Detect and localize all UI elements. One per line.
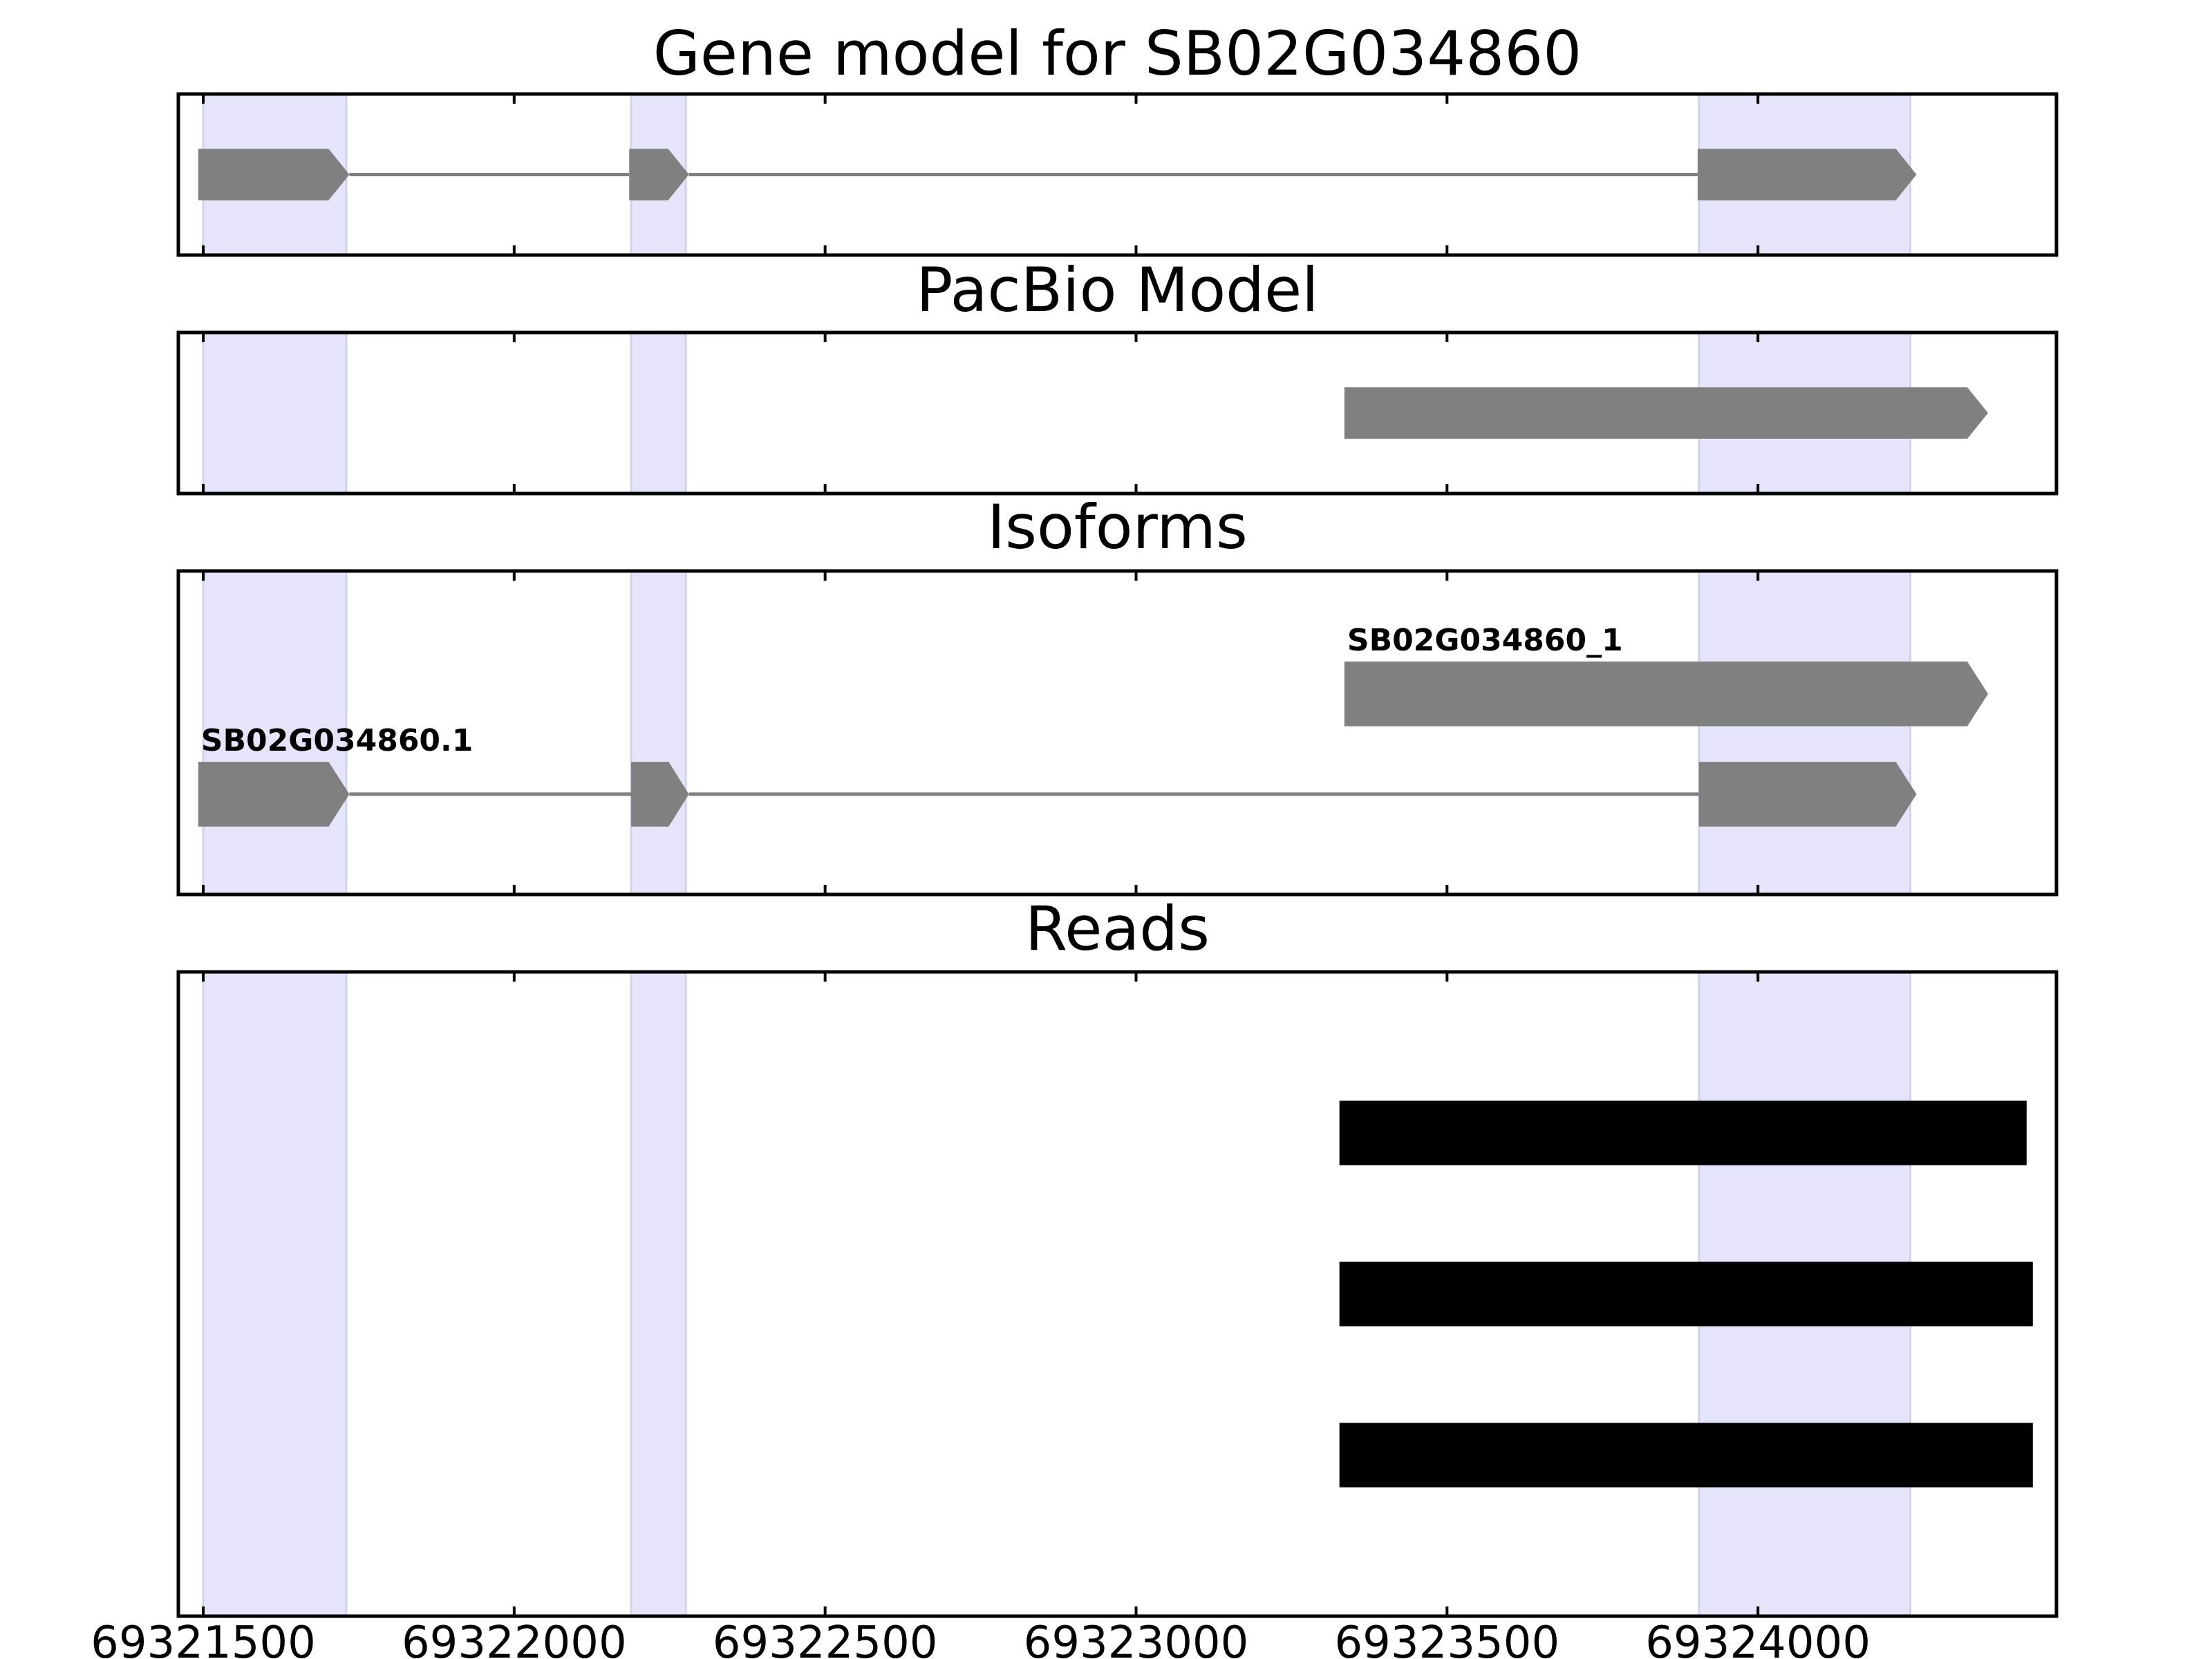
read-bar bbox=[1339, 1423, 2033, 1488]
x-axis: 69321500 69322000 69322500 69323000 69323500… bbox=[91, 1618, 1871, 1659]
panel-title: Isoforms bbox=[987, 491, 1248, 563]
panel-title: Reads bbox=[1025, 893, 1210, 964]
isoform-label: SB02G034860_1 bbox=[1347, 623, 1623, 658]
highlight-region bbox=[202, 570, 348, 896]
x-tick-label: 69322500 bbox=[713, 1618, 938, 1659]
panel-isoforms: Isoforms SB02G034860_1 SB02G034860.1 bbox=[176, 491, 2059, 897]
panel-gene: Gene model for SB02G034860 bbox=[176, 18, 2059, 257]
panels-layer: Gene model for SB02G034860 PacBio Model Is… bbox=[176, 18, 2059, 1618]
panel-frame bbox=[176, 92, 2059, 257]
exon-block bbox=[629, 149, 689, 200]
highlight-region bbox=[630, 971, 687, 1618]
x-tick-label: 69322000 bbox=[402, 1618, 627, 1659]
exon-block bbox=[198, 762, 350, 827]
x-tick-label: 69323500 bbox=[1334, 1618, 1559, 1659]
x-tick-label: 69324000 bbox=[1645, 1618, 1871, 1659]
highlight-region bbox=[202, 331, 348, 495]
exon-block bbox=[1698, 762, 1917, 827]
panel-reads: Reads bbox=[176, 893, 2059, 1618]
exon-block bbox=[1344, 662, 1989, 727]
feature-model bbox=[1344, 387, 1989, 439]
panel-frame bbox=[176, 330, 2059, 496]
read-bar bbox=[1339, 1100, 2027, 1165]
feature-isoform: SB02G034860_1 bbox=[1344, 623, 1989, 727]
panel-pacbio: PacBio Model bbox=[176, 254, 2059, 496]
exon-block bbox=[1697, 149, 1917, 200]
isoform-label: SB02G034860.1 bbox=[201, 723, 474, 758]
panel-title: PacBio Model bbox=[916, 254, 1318, 326]
x-tick-label: 69323000 bbox=[1024, 1618, 1249, 1659]
feature-model bbox=[198, 149, 1917, 200]
read-block bbox=[1339, 1262, 2033, 1327]
exon-block bbox=[198, 149, 350, 200]
highlight-region bbox=[202, 971, 348, 1618]
panel-frame bbox=[176, 970, 2059, 1618]
read-block bbox=[1339, 1423, 2033, 1488]
exon-block bbox=[630, 762, 689, 827]
highlight-region bbox=[1698, 570, 1912, 896]
feature-isoform: SB02G034860.1 bbox=[198, 723, 1917, 827]
x-tick-label: 69321500 bbox=[91, 1618, 316, 1659]
read-block bbox=[1339, 1100, 2027, 1165]
panel-title: Gene model for SB02G034860 bbox=[653, 18, 1582, 89]
highlight-region bbox=[630, 570, 687, 896]
read-bar bbox=[1339, 1262, 2033, 1327]
panel-frame bbox=[176, 569, 2059, 897]
highlight-region bbox=[630, 331, 687, 495]
exon-block bbox=[1344, 387, 1989, 439]
